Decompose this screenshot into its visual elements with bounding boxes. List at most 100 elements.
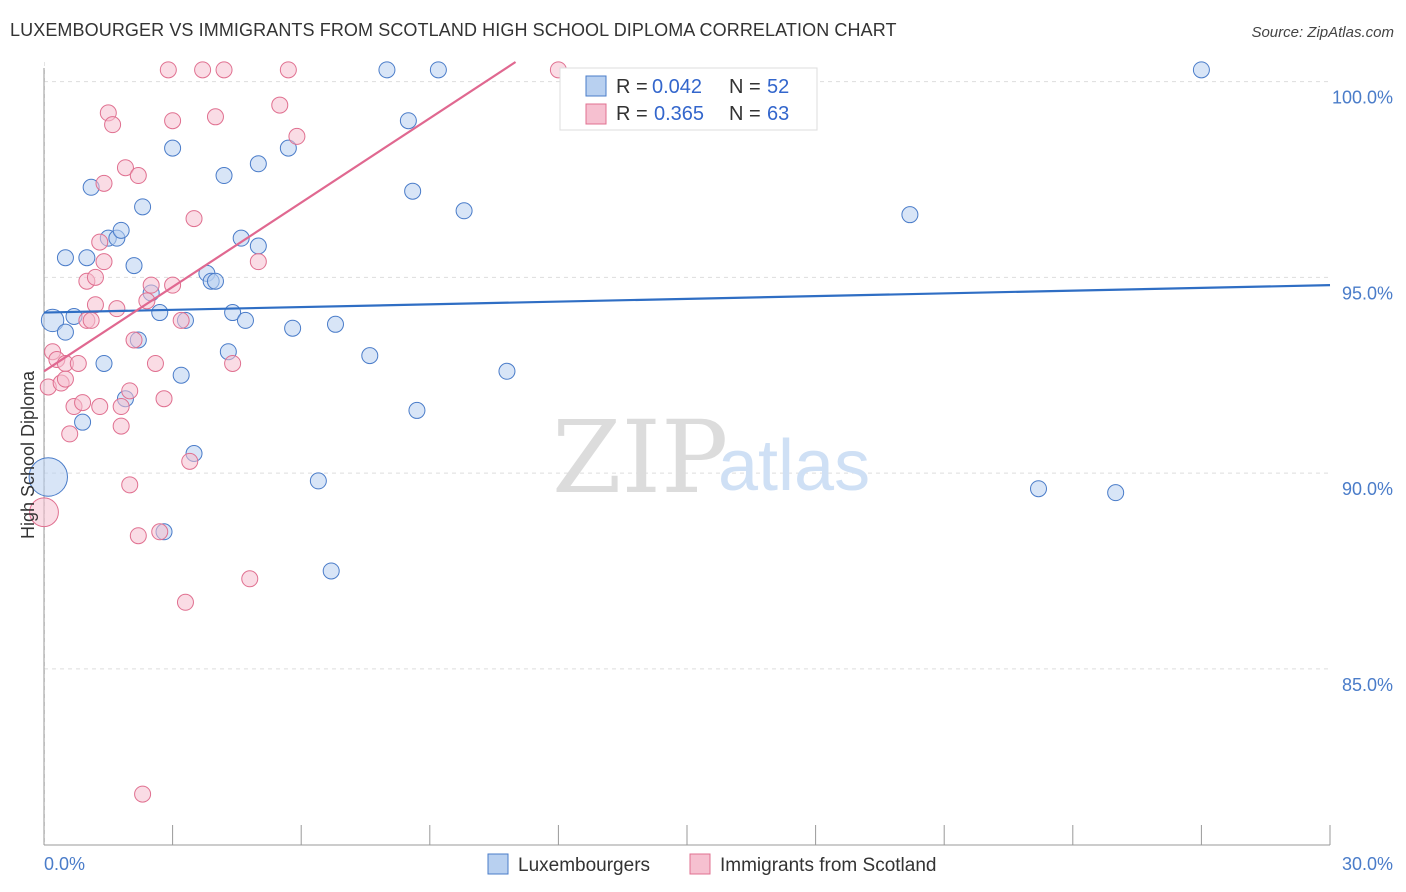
scotland-point <box>112 417 130 435</box>
luxembourgers-point <box>378 61 396 79</box>
scotland-point <box>164 112 182 130</box>
scotland-point <box>129 527 147 545</box>
scotland-point <box>271 96 289 114</box>
legend-r-label: R = <box>616 76 648 98</box>
legend-r-value: 0.042 <box>652 76 702 98</box>
bottom-legend-swatch-scotland <box>689 853 711 875</box>
luxembourgers-point <box>206 272 224 290</box>
luxembourgers-point <box>112 221 130 239</box>
y-tick-label: 85.0% <box>1342 675 1393 695</box>
luxembourgers-point <box>95 354 113 372</box>
luxembourgers-point <box>408 401 426 419</box>
legend-swatch-scotland <box>585 103 607 125</box>
luxembourgers-point <box>28 457 68 497</box>
luxembourgers-point <box>215 167 233 185</box>
y-tick-label: 95.0% <box>1342 283 1393 303</box>
scotland-point <box>82 311 100 329</box>
legend-n-value: 63 <box>767 103 789 125</box>
scotland-point <box>134 785 152 803</box>
legend-n-label: N = <box>729 76 761 98</box>
scotland-point <box>86 268 104 286</box>
luxembourgers-point <box>279 139 297 157</box>
y-tick-labels: 85.0% 90.0% 95.0% 100.0% <box>1332 88 1393 695</box>
luxembourgers-point <box>236 311 254 329</box>
y-tick-label: 100.0% <box>1332 88 1393 108</box>
luxembourgers-point <box>125 257 143 275</box>
series-scotland-points <box>29 61 567 803</box>
luxembourgers-point <box>78 249 96 267</box>
luxembourgers-point <box>40 308 65 333</box>
watermark: ZIP atlas <box>552 399 870 516</box>
scotland-point <box>159 61 177 79</box>
source-label: Source: ZipAtlas.com <box>1251 24 1394 41</box>
x-tick-labels: 0.0% 30.0% <box>44 854 1393 874</box>
luxembourgers-point <box>151 304 169 322</box>
scotland-point <box>104 116 122 134</box>
scotland-trend-line <box>43 61 517 373</box>
scotland-point <box>125 331 143 349</box>
trend-lines <box>43 61 1331 373</box>
scotland-point <box>279 61 297 79</box>
luxembourgers-point <box>399 112 417 130</box>
scotland-point <box>69 354 87 372</box>
scotland-point <box>194 61 212 79</box>
luxembourgers-point <box>232 229 250 247</box>
scotland-point <box>181 452 199 470</box>
watermark-zip: ZIP <box>552 399 728 516</box>
luxembourgers-point <box>249 237 267 255</box>
luxembourgers-point <box>56 323 74 341</box>
luxembourgers-point <box>284 319 302 337</box>
bottom-legend-label-scotland: Immigrants from Scotland <box>720 855 936 876</box>
scotland-point <box>95 253 113 271</box>
legend-n-value: 52 <box>767 76 789 98</box>
scotland-point <box>224 354 242 372</box>
scotland-point <box>121 476 139 494</box>
scotland-point <box>138 292 156 310</box>
scotland-point <box>241 570 259 588</box>
legend-box: R = 0.042 N = 52 R = 0.365 N = 63 <box>559 67 818 131</box>
legend-n-label: N = <box>729 103 761 125</box>
axes <box>43 68 1331 846</box>
luxembourgers-point <box>74 413 92 431</box>
bottom-legend-label-luxembourgers: Luxembourgers <box>518 855 650 876</box>
watermark-atlas: atlas <box>718 426 870 506</box>
scotland-point <box>95 174 113 192</box>
scotland-point <box>185 210 203 228</box>
chart-title: LUXEMBOURGER VS IMMIGRANTS FROM SCOTLAND… <box>10 20 897 40</box>
scotland-point <box>176 593 194 611</box>
luxembourgers-trend-line <box>43 284 1331 314</box>
legend-swatch-luxembourgers <box>585 75 607 97</box>
scotland-point <box>61 425 79 443</box>
luxembourgers-point <box>455 202 473 220</box>
luxembourgers-point <box>1030 480 1048 498</box>
scotland-point <box>151 523 169 541</box>
legend-r-label: R = <box>616 103 648 125</box>
scotland-point <box>146 354 164 372</box>
luxembourgers-point <box>1192 61 1210 79</box>
scotland-point <box>116 159 134 177</box>
luxembourgers-point <box>901 206 919 224</box>
bottom-legend-swatch-luxembourgers <box>487 853 509 875</box>
y-tick-label: 90.0% <box>1342 479 1393 499</box>
luxembourgers-point <box>56 249 74 267</box>
scotland-point <box>172 311 190 329</box>
luxembourgers-point <box>429 61 447 79</box>
luxembourgers-point <box>322 562 340 580</box>
scotland-point <box>142 276 160 294</box>
scotland-point <box>86 296 104 314</box>
luxembourgers-point <box>326 315 344 333</box>
scotland-point <box>56 370 74 388</box>
scotland-point <box>74 394 92 412</box>
x-tick-label: 0.0% <box>44 854 85 874</box>
scotland-point <box>249 253 267 271</box>
luxembourgers-point <box>1107 484 1125 502</box>
scotland-point <box>112 398 130 416</box>
scotland-point <box>29 497 59 528</box>
luxembourgers-point <box>404 182 422 200</box>
luxembourgers-point <box>498 362 516 380</box>
x-tick-label: 30.0% <box>1342 854 1393 874</box>
bottom-legend: Luxembourgers Immigrants from Scotland <box>487 853 936 876</box>
scotland-point <box>91 233 109 251</box>
scotland-point <box>129 167 147 185</box>
